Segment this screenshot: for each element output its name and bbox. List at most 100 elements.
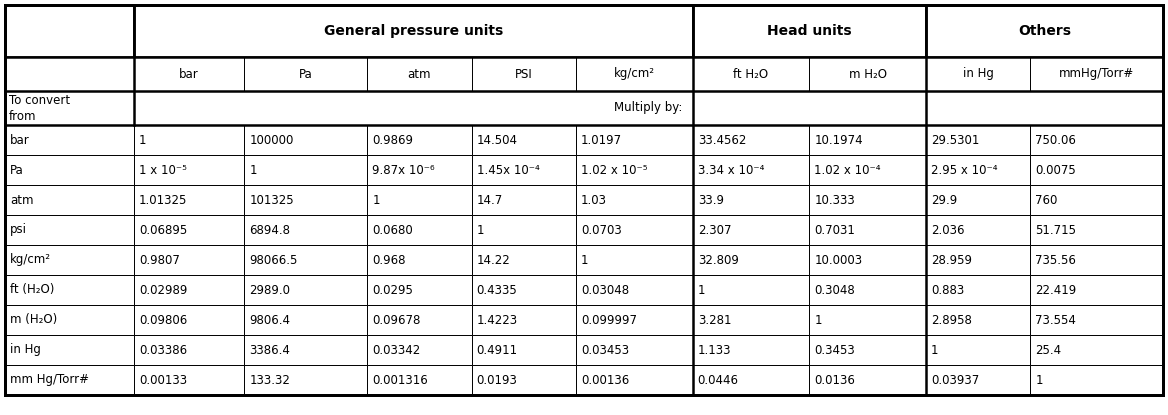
Bar xyxy=(5,125,134,155)
Bar xyxy=(693,5,926,57)
Text: 0.03453: 0.03453 xyxy=(580,344,630,356)
Bar xyxy=(926,57,1030,91)
Bar xyxy=(693,245,809,275)
Text: 0.0193: 0.0193 xyxy=(477,374,517,386)
Text: 25.4: 25.4 xyxy=(1035,344,1062,356)
Text: kg/cm²: kg/cm² xyxy=(11,254,51,266)
Bar xyxy=(244,215,367,245)
Text: 1.133: 1.133 xyxy=(697,344,731,356)
Bar xyxy=(367,155,472,185)
Bar xyxy=(926,125,1030,155)
Bar xyxy=(367,365,472,395)
Text: 0.0295: 0.0295 xyxy=(373,283,413,296)
Text: 0.0446: 0.0446 xyxy=(697,374,738,386)
Text: ft (H₂O): ft (H₂O) xyxy=(11,283,55,296)
Text: Pa: Pa xyxy=(11,164,23,176)
Bar xyxy=(1030,155,1163,185)
Bar xyxy=(367,57,472,91)
Text: 1: 1 xyxy=(250,164,257,176)
Bar xyxy=(693,215,809,245)
Text: 0.9869: 0.9869 xyxy=(373,134,413,146)
Text: 32.809: 32.809 xyxy=(697,254,738,266)
Bar xyxy=(1030,245,1163,275)
Bar xyxy=(1030,57,1163,91)
Text: in Hg: in Hg xyxy=(11,344,41,356)
Text: 1: 1 xyxy=(1035,374,1043,386)
Bar xyxy=(134,155,244,185)
Bar xyxy=(1030,335,1163,365)
Text: psi: psi xyxy=(11,224,27,237)
Text: 0.968: 0.968 xyxy=(373,254,405,266)
Bar xyxy=(1030,185,1163,215)
Bar xyxy=(472,125,576,155)
Text: 3.34 x 10⁻⁴: 3.34 x 10⁻⁴ xyxy=(697,164,764,176)
Text: Multiply by:: Multiply by: xyxy=(614,102,682,115)
Bar xyxy=(926,185,1030,215)
Text: 1.02 x 10⁻⁵: 1.02 x 10⁻⁵ xyxy=(580,164,647,176)
Bar xyxy=(5,91,134,125)
Text: mm Hg/Torr#: mm Hg/Torr# xyxy=(11,374,89,386)
Text: 0.9807: 0.9807 xyxy=(139,254,180,266)
Text: 133.32: 133.32 xyxy=(250,374,291,386)
Text: PSI: PSI xyxy=(515,68,533,81)
Text: m H₂O: m H₂O xyxy=(849,68,887,81)
Text: 0.02989: 0.02989 xyxy=(139,283,187,296)
Text: 750.06: 750.06 xyxy=(1035,134,1076,146)
Text: 101325: 101325 xyxy=(250,193,294,207)
Text: 9.87x 10⁻⁶: 9.87x 10⁻⁶ xyxy=(373,164,434,176)
Bar xyxy=(576,245,693,275)
Bar xyxy=(5,57,134,91)
Bar xyxy=(693,305,809,335)
Text: 1.02 x 10⁻⁴: 1.02 x 10⁻⁴ xyxy=(814,164,881,176)
Bar xyxy=(809,57,926,91)
Bar xyxy=(134,305,244,335)
Text: 29.9: 29.9 xyxy=(931,193,958,207)
Bar xyxy=(926,335,1030,365)
Bar xyxy=(926,275,1030,305)
Bar xyxy=(576,215,693,245)
Text: To convert
from: To convert from xyxy=(9,93,70,122)
Bar xyxy=(367,335,472,365)
Bar xyxy=(1030,125,1163,155)
Bar xyxy=(809,335,926,365)
Bar xyxy=(576,305,693,335)
Text: 0.0703: 0.0703 xyxy=(580,224,621,237)
Bar xyxy=(693,335,809,365)
Bar xyxy=(809,365,926,395)
Bar xyxy=(367,125,472,155)
Text: 3.281: 3.281 xyxy=(697,313,731,327)
Text: atm: atm xyxy=(11,193,34,207)
Bar xyxy=(134,185,244,215)
Bar xyxy=(472,215,576,245)
Text: 1: 1 xyxy=(373,193,380,207)
Text: 0.4335: 0.4335 xyxy=(477,283,517,296)
Bar xyxy=(693,155,809,185)
Text: 0.4911: 0.4911 xyxy=(477,344,517,356)
Bar xyxy=(244,125,367,155)
Bar xyxy=(367,245,472,275)
Text: 0.001316: 0.001316 xyxy=(373,374,427,386)
Bar xyxy=(5,215,134,245)
Bar xyxy=(134,125,244,155)
Text: 2.307: 2.307 xyxy=(697,224,731,237)
Bar xyxy=(244,305,367,335)
Text: 2.95 x 10⁻⁴: 2.95 x 10⁻⁴ xyxy=(931,164,997,176)
Text: 760: 760 xyxy=(1035,193,1058,207)
Bar xyxy=(809,125,926,155)
Bar xyxy=(693,57,809,91)
Text: 735.56: 735.56 xyxy=(1035,254,1076,266)
Text: 22.419: 22.419 xyxy=(1035,283,1077,296)
Text: 14.22: 14.22 xyxy=(477,254,510,266)
Bar xyxy=(576,57,693,91)
Text: 0.09678: 0.09678 xyxy=(373,313,420,327)
Text: 3386.4: 3386.4 xyxy=(250,344,291,356)
Bar xyxy=(472,275,576,305)
Text: 2.8958: 2.8958 xyxy=(931,313,972,327)
Text: 0.0680: 0.0680 xyxy=(373,224,413,237)
Text: 51.715: 51.715 xyxy=(1035,224,1077,237)
Text: 0.7031: 0.7031 xyxy=(814,224,855,237)
Bar xyxy=(367,215,472,245)
Text: 1 x 10⁻⁵: 1 x 10⁻⁵ xyxy=(139,164,187,176)
Bar xyxy=(5,155,134,185)
Bar xyxy=(5,335,134,365)
